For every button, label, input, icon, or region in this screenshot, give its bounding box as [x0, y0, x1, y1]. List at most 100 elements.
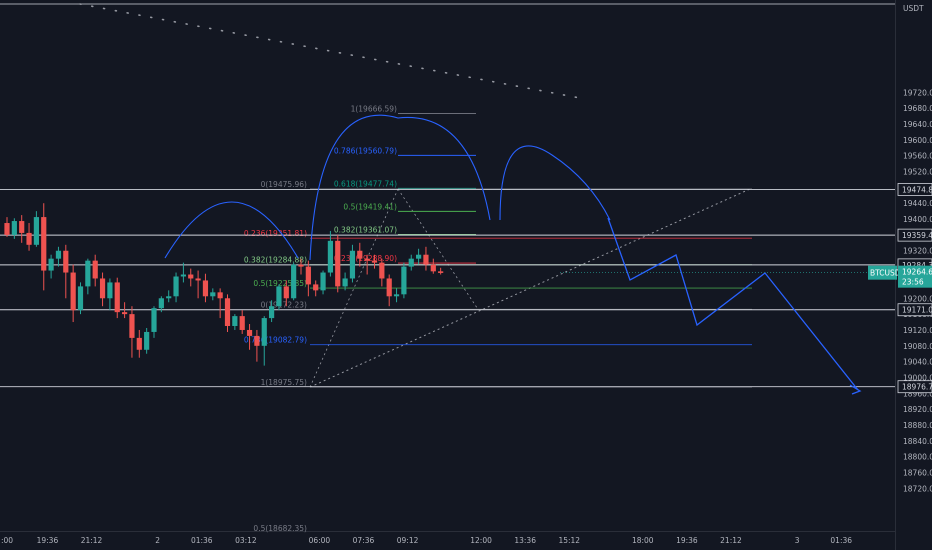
time-tick-label: 12:00 [470, 536, 492, 545]
time-tick-label: 03:12 [235, 536, 257, 545]
time-tick-label: 18:00 [632, 536, 654, 545]
price-tick-label: 19680.00 [903, 104, 932, 113]
horizontal-levels[interactable] [0, 188, 895, 388]
price-tag-label: 19474.80 [902, 185, 932, 194]
fib-level-label: 0.236(19288.90) [334, 254, 397, 263]
price-axis[interactable]: 19720.00 19680.00 19640.00 19600.00 19560.00… [560, 88, 932, 493]
candle-body [416, 254, 422, 259]
candle-body [63, 250, 69, 273]
arc-middle[interactable] [309, 114, 491, 261]
candle-body [166, 296, 172, 299]
candle-body [77, 286, 84, 311]
price-tick-label: 19080.00 [903, 342, 932, 351]
candle-body [430, 264, 436, 272]
candle-body [33, 217, 39, 245]
price-tick-label: 18920.00 [903, 405, 932, 414]
candle-body [254, 335, 260, 346]
candle-body [232, 316, 238, 327]
time-tick-label: :00 [1, 536, 13, 545]
candle-body [114, 282, 120, 313]
candle-body [99, 278, 106, 299]
symbol-tag-box [868, 265, 897, 280]
fib-level-label: 0(19475.96) [261, 180, 307, 189]
candle-body [438, 271, 444, 273]
price-tag-box[interactable] [897, 183, 932, 196]
time-tick-label: 21:12 [81, 536, 103, 545]
candle-body [173, 276, 179, 297]
price-tick-label: 18760.00 [903, 469, 932, 478]
price-tick-label: 19520.00 [903, 168, 932, 177]
fib-level-label: 0.382(19284.88) [244, 256, 307, 265]
candle-body [48, 258, 54, 271]
projection-path[interactable] [607, 217, 862, 395]
candle-body [180, 274, 186, 277]
candle-body [269, 306, 275, 319]
fib-leg-left[interactable] [309, 188, 399, 388]
time-tick-label: 19:36 [37, 536, 59, 545]
candle-body [393, 294, 400, 297]
arc-drawings[interactable] [164, 114, 611, 261]
candle-body [313, 284, 319, 291]
current-price-label: 19264.65 [902, 268, 932, 277]
dotted-downtrend-line[interactable] [79, 3, 581, 99]
price-tag-label: 19284.34 [902, 261, 932, 270]
candle-body [386, 278, 392, 297]
fib-level-label: 0.618(19477.74) [334, 179, 397, 188]
candle-body [129, 314, 135, 338]
projection-arrowhead[interactable] [849, 384, 862, 395]
candle-body [144, 331, 150, 350]
candle-body [261, 318, 267, 346]
fib-level-label-clipped: 0.5(18682.35) [253, 524, 307, 533]
time-tick-label: 13:36 [514, 536, 536, 545]
price-tick-label: 19120.00 [903, 326, 932, 335]
countdown-label: 23:56 [902, 278, 924, 287]
candle-body [195, 278, 201, 281]
time-axis[interactable]: :00 19:36 21:12 2 01:36 03:12 06:00 07:36 09:12 1… [1, 536, 852, 545]
candle-body [423, 254, 429, 265]
candle-body [158, 298, 164, 309]
time-tick-label: 2 [155, 536, 160, 545]
fib-level-label: 0(19172.23) [261, 300, 307, 309]
arc-left[interactable] [164, 201, 299, 259]
price-tick-label: 19440.00 [903, 199, 932, 208]
candle-body [246, 329, 253, 336]
candle-body [107, 282, 113, 299]
price-tag-label: 18976.76 [902, 383, 932, 392]
price-tag-box[interactable] [897, 380, 932, 394]
candle-body [41, 217, 47, 271]
price-tag-label: 19359.42 [902, 231, 932, 240]
current-price-box[interactable] [898, 265, 932, 288]
time-tick-label: 3 [795, 536, 800, 545]
price-tag-box[interactable] [897, 303, 932, 317]
candle-body [188, 274, 194, 279]
fib-level-label: 0.382(19361.07) [334, 225, 397, 234]
candle-body [342, 278, 348, 287]
candle-body [19, 221, 25, 233]
candle-body [364, 258, 370, 261]
price-tick-label: 19560.00 [903, 152, 932, 161]
candle-body [401, 266, 407, 295]
candle-body [55, 250, 62, 259]
price-tick-label: 19000.00 [903, 374, 932, 383]
projection-line[interactable] [607, 217, 859, 391]
candles [4, 203, 444, 366]
candle-body [239, 316, 245, 330]
fib-level-label: 0.5(19419.41) [343, 202, 397, 211]
candle-body [92, 260, 98, 279]
price-tick-label: 19040.00 [903, 358, 932, 367]
fib-level-label: 0.786(19560.79) [334, 146, 397, 155]
candle-body [335, 240, 341, 287]
price-tick-label: 18960.00 [903, 389, 932, 398]
candle-body [11, 221, 17, 235]
candle-body [291, 264, 297, 299]
candle-body [283, 286, 289, 299]
candle-body [136, 337, 142, 350]
fib-leg-right[interactable] [397, 188, 479, 310]
arc-right[interactable] [499, 145, 611, 221]
candle-body [122, 312, 128, 315]
time-tick-label: 21:12 [720, 536, 742, 545]
price-tag-box[interactable] [897, 228, 932, 242]
price-tick-label: 19200.00 [903, 294, 932, 303]
